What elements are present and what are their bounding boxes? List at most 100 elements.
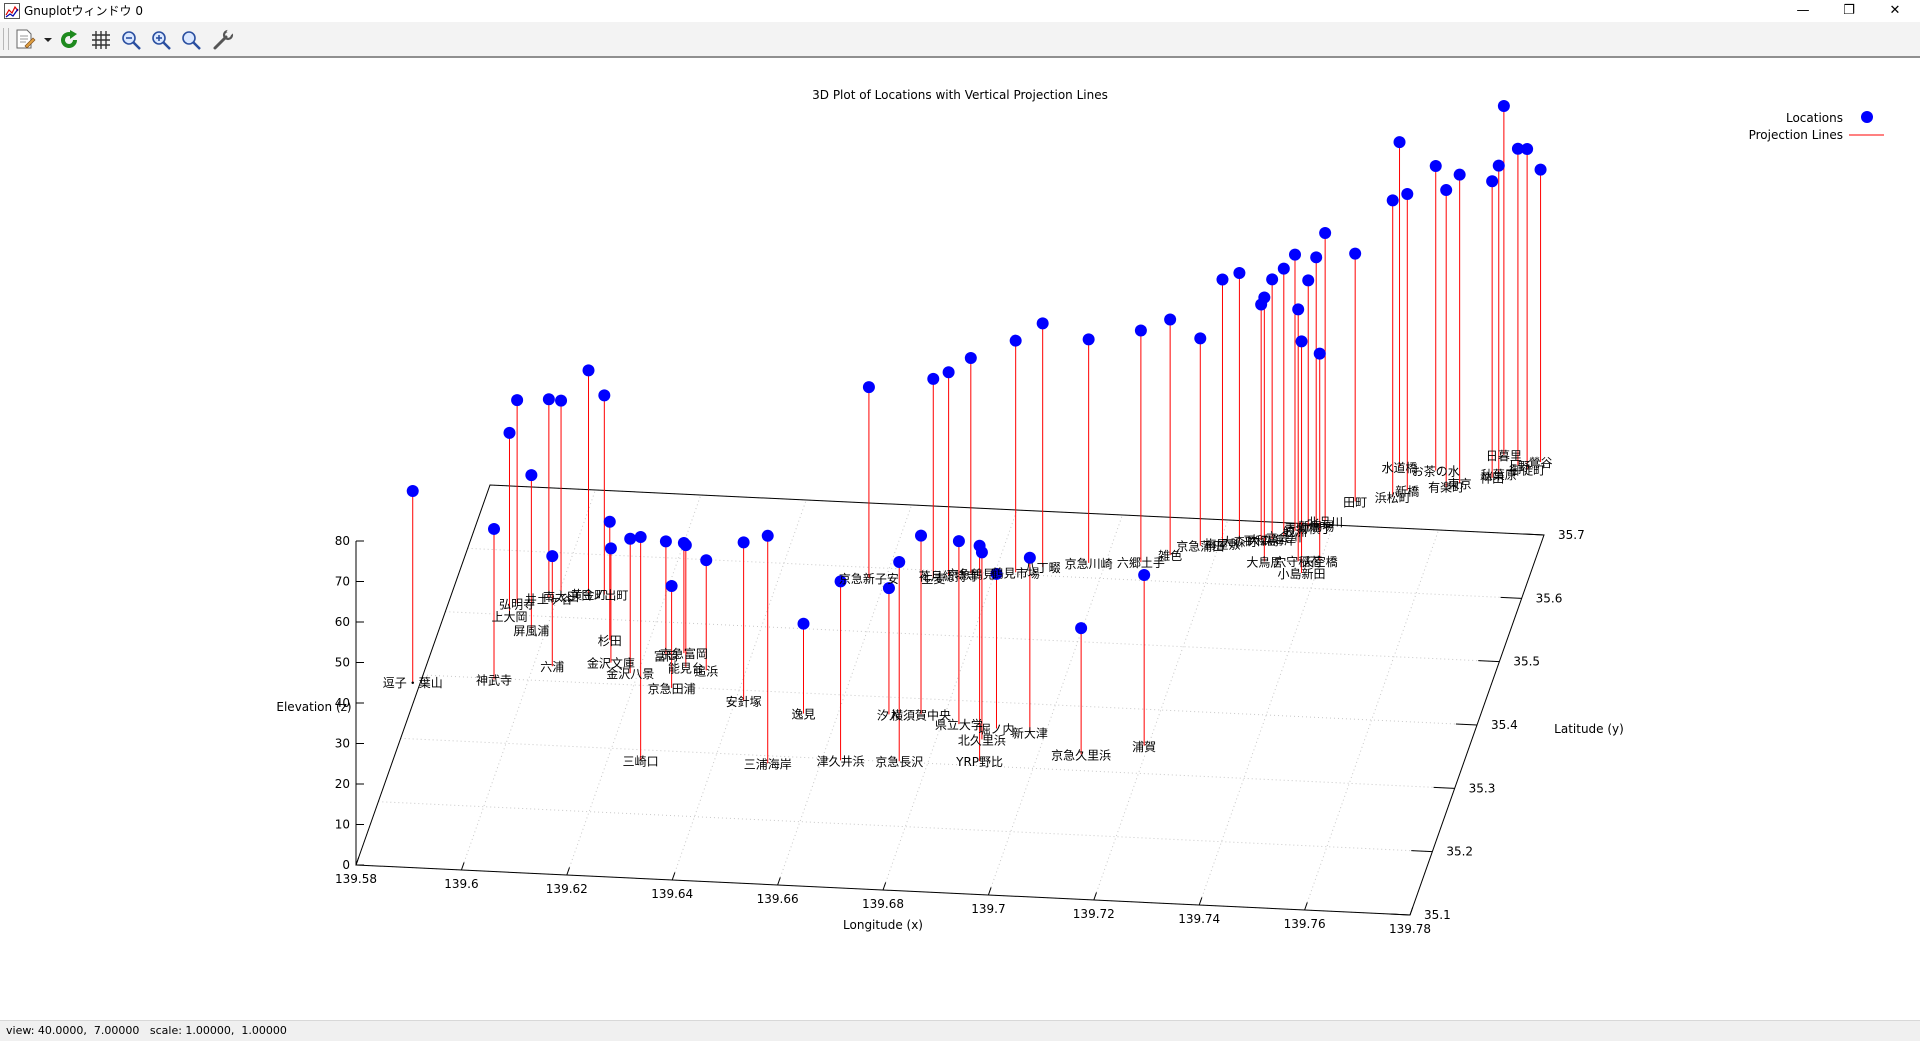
location-point [488,522,501,535]
toolbar-grip[interactable] [3,28,9,50]
minimize-button[interactable]: — [1796,3,1810,18]
station-label: 新大津 [1012,726,1048,741]
replot-button[interactable] [56,27,82,51]
zoom-next-button[interactable] [148,27,174,51]
location-point [1258,291,1271,304]
station-label: 堀ノ内 [978,721,1014,736]
base-plane [355,484,1545,916]
location-point [1216,273,1229,286]
location-point [862,381,875,394]
3d-scatter-chart[interactable]: 139.58 139.6 139.62 139.64 139.66 139.68 139.7… [0,58,1920,1020]
location-points [406,100,1547,635]
x-tick-mark [460,862,465,871]
station-label: 田町 [1343,495,1367,509]
station-label: 富岡 [654,649,678,664]
station-label: 梅屋敷 [1204,536,1240,551]
station-label: 横須賀中央 [891,708,951,723]
x-tick-label: 139.6 [444,877,478,891]
station-label: 生麦 [921,572,945,586]
y-tick-mark [1411,850,1433,853]
station-label: 上大岡 [491,610,527,624]
location-point [1009,334,1022,347]
y-tick-label: 35.2 [1446,845,1473,859]
x-tick-label: 139.62 [546,882,588,896]
station-label: 神武寺 [476,674,512,688]
status-bar: view: 40.0000, 7.00000 scale: 1.00000, 1… [0,1020,1920,1041]
legend: Locations Projection Lines [1749,111,1884,142]
location-point [1319,226,1332,239]
x-tick-label: 139.7 [971,902,1005,916]
station-label: お茶の水 [1412,464,1460,479]
station-label: 青物横丁 [1284,522,1332,536]
close-button[interactable]: ✕ [1889,3,1901,18]
options-button[interactable] [210,27,236,51]
plot-area[interactable]: 139.58 139.6 139.62 139.64 139.66 139.68 139.7… [0,58,1920,1020]
location-point [737,536,750,549]
station-label: 大森海岸 [1248,532,1296,547]
restore-button[interactable]: ❐ [1843,3,1855,18]
station-label: 京急蒲田 [1176,539,1224,554]
station-label: 金沢八景 [606,666,654,681]
location-point [525,469,538,482]
z-tick-label: 20 [335,777,350,791]
x-tick-label: 139.58 [335,872,377,886]
grid-line-x [1093,519,1229,901]
copy-to-clipboard-button[interactable] [12,27,38,51]
station-label: 上野 [1506,459,1530,473]
x-tick-mark [566,867,570,876]
location-point [797,617,810,630]
location-point [700,554,713,567]
grid-layer [355,484,1545,916]
location-point [1429,160,1442,173]
chevron-down-icon[interactable] [44,38,52,42]
y-tick-mark [1478,660,1500,663]
autoscale-button[interactable] [178,27,204,51]
location-point [1295,335,1308,348]
station-label: 逸見 [792,708,816,722]
location-point [1492,159,1505,172]
y-tick-label: 35.3 [1469,781,1496,795]
station-label: 六郷土手 [1117,556,1165,570]
location-point [1134,324,1147,337]
location-point [1349,247,1362,260]
y-tick-mark [1433,786,1455,789]
location-point [1440,184,1453,197]
location-point [546,550,559,563]
grid-line-y [378,801,1433,853]
location-point [1277,262,1290,275]
station-label: 逗子・葉山 [383,676,443,690]
station-label: 浦賀 [1132,740,1156,754]
station-label: 新橋 [1395,483,1419,498]
station-label: 穴守稲荷 [1274,554,1322,569]
location-point [1288,248,1301,261]
station-label: 雑色 [1158,548,1182,563]
z-tick-label: 60 [335,615,350,629]
window-title: Gnuplotウィンドウ 0 [24,4,143,18]
x-tick-mark [777,877,781,886]
station-label: 花月総持寺 [919,569,979,584]
x-tick-mark [987,887,992,896]
location-point [1138,568,1151,581]
station-label: 三崎口 [623,755,659,769]
projection-lines [412,106,1542,764]
station-label: 六浦 [540,660,564,674]
location-point [952,535,965,548]
station-label: 水道橋 [1382,461,1418,475]
station-label: 神田 [1480,472,1504,486]
zoom-previous-button[interactable] [118,27,144,51]
y-tick-label: 35.5 [1513,655,1540,669]
location-point [1036,317,1049,330]
location-point [582,364,595,377]
location-point [1233,266,1246,279]
toggle-grid-button[interactable] [88,27,114,51]
x-tick-mark [671,872,676,881]
location-point [1194,332,1207,345]
location-point [1497,100,1510,113]
station-label: 大森町 [1221,534,1257,549]
z-axis-label: Elevation (z) [276,700,351,714]
location-point [406,485,419,498]
station-label: 汐入 [877,707,901,722]
location-point [1075,622,1088,635]
location-point [882,582,895,595]
station-label: 追浜 [694,663,718,678]
